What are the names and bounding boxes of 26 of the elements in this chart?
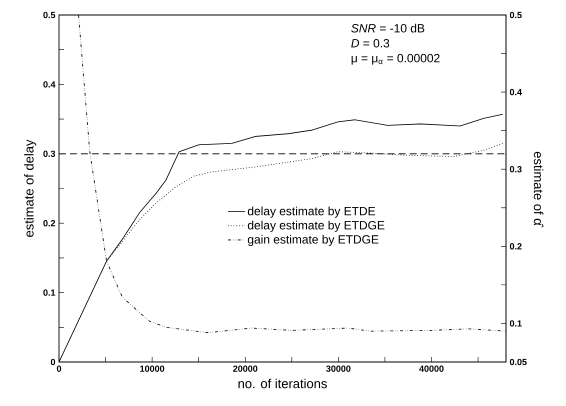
x-axis-title: no. of iterations [238, 378, 327, 388]
y-tick-label: 0 [50, 358, 56, 366]
y-axis-title: estimate of delay [24, 140, 36, 237]
x-tick-label: 10000 [140, 366, 164, 372]
annotation: SNR = -10 dB [351, 24, 424, 32]
x-tick-label: 20000 [233, 366, 258, 372]
legend-label: gain estimate by ETDGE [248, 234, 378, 246]
x-tick-label: 40000 [419, 366, 444, 372]
legend-label: delay estimate by ETDGE [248, 220, 384, 232]
annotation: μ = μ$_{α}$ = 0.00002 [352, 54, 440, 65]
y2-tick-label: 0.05 [510, 358, 527, 366]
annotation: D = 0.3 [351, 38, 390, 48]
x-tick-label: 0 [56, 366, 62, 372]
y2-axis-title: estimate of α̂ [534, 152, 544, 228]
legend-label: delay estimate by ETDE [248, 206, 376, 218]
y2-tick-label: 0.5 [510, 12, 522, 18]
y2-tick-label: 0.3 [510, 166, 522, 172]
y-tick-label: 0.3 [43, 150, 56, 157]
y2-tick-label: 0.4 [510, 88, 522, 96]
y-tick-label: 0.2 [43, 220, 56, 226]
y-tick-label: 0.5 [43, 12, 56, 18]
y-tick-label: 0.4 [43, 81, 56, 88]
y2-tick-label: 0.2 [510, 243, 522, 250]
y-tick-label: 0.1 [43, 289, 56, 296]
y2-tick-label: 0.1 [510, 320, 522, 327]
x-tick-label: 30000 [326, 366, 350, 372]
